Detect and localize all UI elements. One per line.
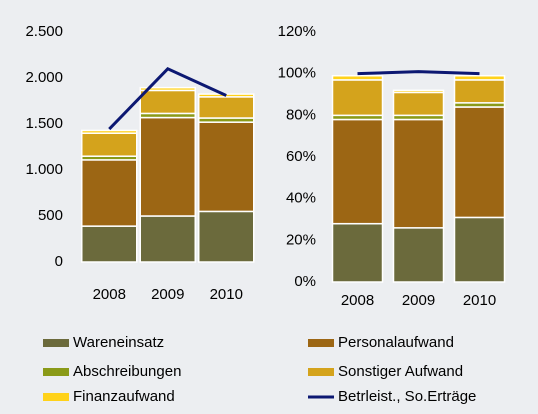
- bar-segment: [392, 89, 445, 94]
- legend-swatch: [43, 339, 69, 347]
- bar-segment: [453, 79, 506, 104]
- y-tick-label: 120%: [278, 23, 316, 40]
- y-tick-label: 1.000: [25, 161, 63, 178]
- legend-label: Betrleist., So.Erträge: [338, 388, 476, 405]
- bar-segment: [139, 215, 196, 263]
- legend-label: Sonstiger Aufwand: [338, 363, 463, 380]
- legend-swatch: [43, 393, 69, 401]
- bar-segment: [198, 121, 255, 213]
- legend-swatch: [308, 339, 334, 347]
- x-tick-label: 2009: [151, 286, 184, 303]
- bar-segment: [198, 96, 255, 119]
- line: [357, 70, 480, 76]
- bar-segment: [139, 86, 196, 92]
- bar-segment: [392, 118, 445, 229]
- y-tick-label: 0: [55, 253, 63, 270]
- x-tick-label: 2008: [341, 292, 374, 309]
- y-tick-label: 2.500: [25, 23, 63, 40]
- bar-segment: [453, 75, 506, 81]
- x-tick-label: 2010: [210, 286, 243, 303]
- y-tick-label: 1.500: [25, 115, 63, 132]
- line: [108, 66, 227, 131]
- x-tick-label: 2009: [402, 292, 435, 309]
- y-tick-label: 100%: [278, 65, 316, 82]
- legend-swatch: [308, 368, 334, 376]
- y-tick-label: 2.000: [25, 69, 63, 86]
- x-tick-label: 2010: [463, 292, 496, 309]
- y-tick-label: 80%: [286, 106, 316, 123]
- y-tick-label: 500: [38, 207, 63, 224]
- bar-segment: [392, 227, 445, 283]
- bar-segment: [331, 79, 384, 117]
- bar-segment: [81, 132, 138, 157]
- legend-swatch: [43, 368, 69, 376]
- x-tick-label: 2008: [93, 286, 126, 303]
- bar-segment: [81, 129, 138, 134]
- bar-segment: [139, 89, 196, 115]
- legend-label: Abschreibungen: [73, 363, 181, 380]
- y-tick-label: 60%: [286, 148, 316, 165]
- bar-segment: [392, 91, 445, 117]
- bar-segment: [139, 116, 196, 217]
- bar-segment: [331, 222, 384, 283]
- legend-label: Finanzaufwand: [73, 388, 175, 405]
- bar-segment: [198, 210, 255, 263]
- bar-segment: [453, 106, 506, 219]
- legend-label: Personalaufwand: [338, 334, 454, 351]
- legend-label: Wareneinsatz: [73, 334, 164, 351]
- bar-segment: [331, 118, 384, 225]
- y-tick-label: 20%: [286, 231, 316, 248]
- bar-segment: [81, 159, 138, 227]
- y-tick-label: 40%: [286, 190, 316, 207]
- bar-segment: [453, 216, 506, 283]
- y-tick-label: 0%: [294, 273, 316, 290]
- bar-segment: [81, 225, 138, 263]
- bar-segment: [331, 75, 384, 81]
